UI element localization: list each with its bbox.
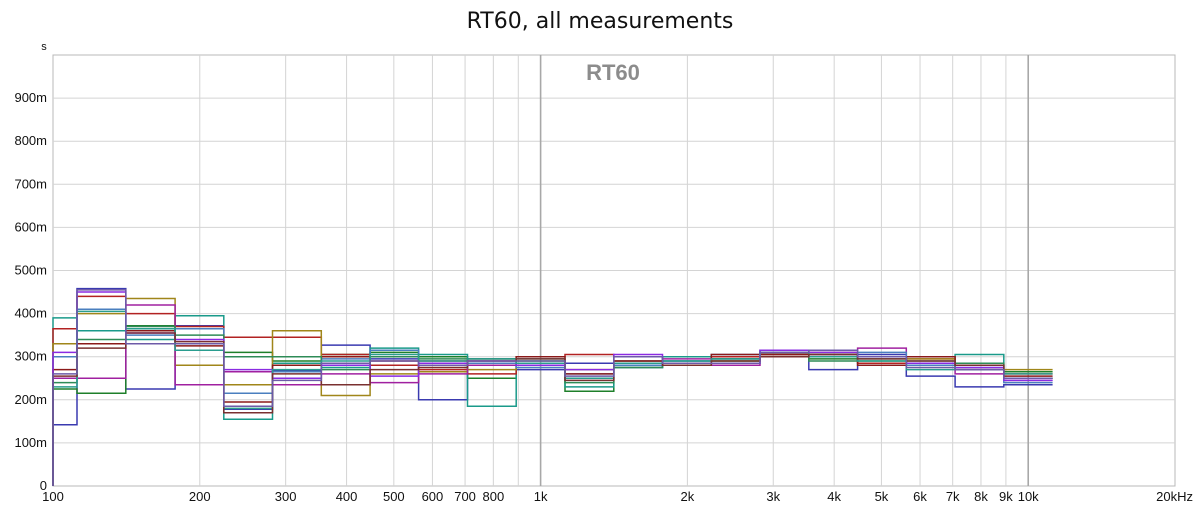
x-tick-label: 4k: [827, 489, 841, 504]
y-tick-label: 700m: [14, 176, 47, 191]
x-tick-label: 5k: [875, 489, 889, 504]
series-line-13: [52, 289, 1053, 486]
y-tick-label: 600m: [14, 219, 47, 234]
y-tick-label: 800m: [14, 133, 47, 148]
series-group: [52, 287, 1053, 486]
x-tick-label: 7k: [946, 489, 960, 504]
y-tick-label: 400m: [14, 306, 47, 321]
x-tick-label: 500: [383, 489, 405, 504]
y-axis-unit-label: s: [41, 41, 47, 53]
x-tick-label: 200: [189, 489, 211, 504]
x-tick-label: 600: [422, 489, 444, 504]
y-tick-label: 0: [40, 478, 47, 493]
y-tick-label: 900m: [14, 90, 47, 105]
x-tick-label: 800: [483, 489, 505, 504]
grid-lines: [53, 55, 1175, 486]
x-tick-label: 9k: [999, 489, 1013, 504]
x-tick-label: 100: [42, 489, 64, 504]
y-tick-label: 300m: [14, 349, 47, 364]
y-tick-label: 100m: [14, 435, 47, 450]
x-tick-label: 10k: [1018, 489, 1039, 504]
y-tick-label: 500m: [14, 263, 47, 278]
x-tick-label: 2k: [681, 489, 695, 504]
axis-tick-labels: 0 100m 200m 300m 400m 500m 600m 700m 800m 900m 100…: [14, 90, 1193, 504]
x-tick-label: 6k: [913, 489, 927, 504]
chart-title: RT60, all measurements: [467, 9, 734, 34]
plot-watermark: RT60: [586, 60, 640, 85]
x-tick-label: 300: [275, 489, 297, 504]
y-tick-label: 200m: [14, 392, 47, 407]
x-tick-label: 20kHz: [1156, 489, 1193, 504]
x-tick-label: 8k: [974, 489, 988, 504]
x-tick-label: 3k: [766, 489, 780, 504]
series-line-11: [52, 310, 1053, 486]
x-tick-label: 1k: [534, 489, 548, 504]
x-tick-label: 700: [454, 489, 476, 504]
series-line-12: [52, 332, 1053, 486]
x-tick-label: 400: [336, 489, 358, 504]
